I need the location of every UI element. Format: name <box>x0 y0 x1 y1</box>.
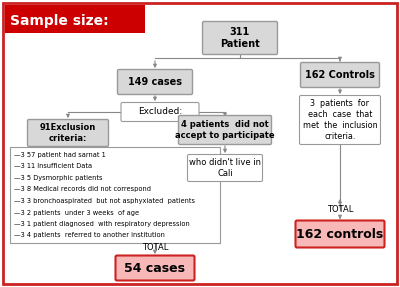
FancyBboxPatch shape <box>202 22 278 55</box>
FancyBboxPatch shape <box>116 255 194 280</box>
FancyBboxPatch shape <box>10 147 220 243</box>
Text: TOTAL: TOTAL <box>142 243 168 253</box>
FancyBboxPatch shape <box>3 3 397 284</box>
Text: 162 controls: 162 controls <box>296 228 384 241</box>
Text: —3 8 Medical records did not correspond: —3 8 Medical records did not correspond <box>14 187 151 193</box>
Text: Excluded:: Excluded: <box>138 108 182 117</box>
FancyBboxPatch shape <box>28 119 108 146</box>
Text: —3 57 patient had sarnat 1: —3 57 patient had sarnat 1 <box>14 152 106 158</box>
FancyBboxPatch shape <box>296 220 384 247</box>
Text: TOTAL: TOTAL <box>327 205 353 214</box>
FancyBboxPatch shape <box>300 63 380 88</box>
Text: 91Exclusion
criteria:: 91Exclusion criteria: <box>40 123 96 143</box>
FancyBboxPatch shape <box>300 96 380 144</box>
FancyBboxPatch shape <box>188 154 262 181</box>
Text: —3 5 Dysmorphic patients: —3 5 Dysmorphic patients <box>14 175 102 181</box>
Text: 3  patients  for
each  case  that
met  the  inclusion
criteria.: 3 patients for each case that met the in… <box>303 99 377 141</box>
Text: who didn't live in
Cali: who didn't live in Cali <box>189 158 261 178</box>
Text: —3 2 patients  under 3 weeks  of age: —3 2 patients under 3 weeks of age <box>14 210 139 216</box>
Text: 4 patients  did not
accept to participate: 4 patients did not accept to participate <box>175 120 275 140</box>
FancyBboxPatch shape <box>118 69 192 94</box>
Text: —3 1 patient diagnosed  with respiratory depression: —3 1 patient diagnosed with respiratory … <box>14 221 190 227</box>
Text: Sample size:: Sample size: <box>10 14 109 28</box>
Text: —3 11 Insufficient Data: —3 11 Insufficient Data <box>14 164 92 170</box>
FancyBboxPatch shape <box>178 115 272 144</box>
FancyBboxPatch shape <box>5 5 145 33</box>
Text: 149 cases: 149 cases <box>128 77 182 87</box>
Text: —3 3 bronchoaspirated  but not asphyxiated  patients: —3 3 bronchoaspirated but not asphyxiate… <box>14 198 195 204</box>
Text: 311
Patient: 311 Patient <box>220 27 260 49</box>
Text: 54 cases: 54 cases <box>124 261 186 274</box>
Text: —3 4 patients  referred to another institution: —3 4 patients referred to another instit… <box>14 232 165 238</box>
Text: 162 Controls: 162 Controls <box>305 70 375 80</box>
FancyBboxPatch shape <box>121 102 199 121</box>
